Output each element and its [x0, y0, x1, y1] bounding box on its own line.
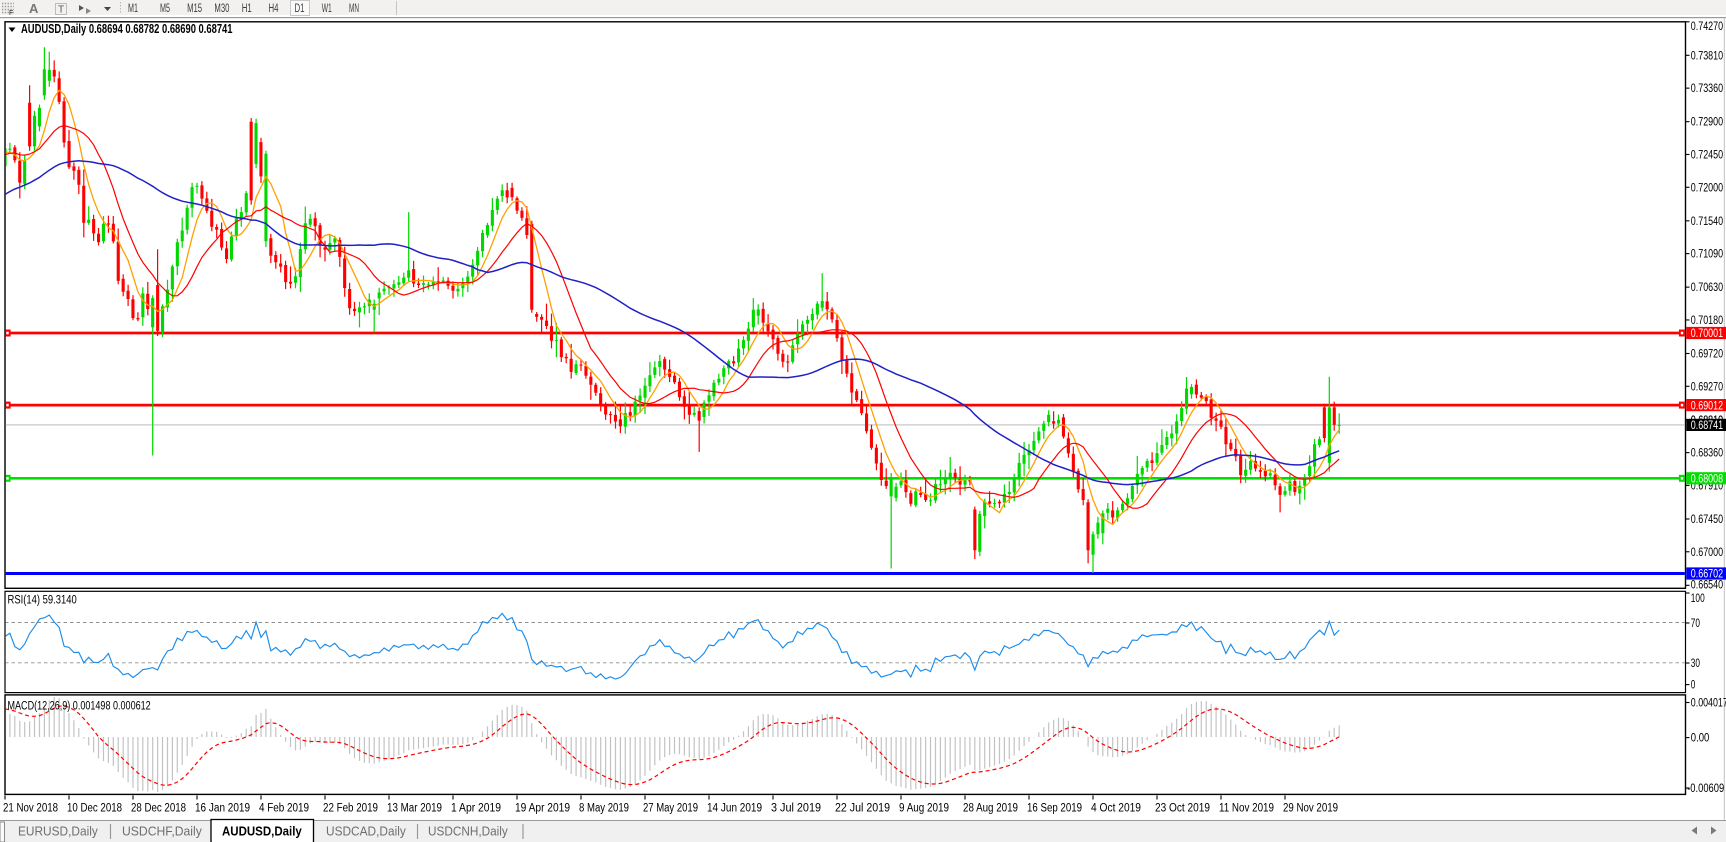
svg-text:T: T [58, 5, 64, 16]
svg-text:0.70001: 0.70001 [1691, 328, 1723, 340]
svg-text:A: A [29, 1, 39, 16]
svg-text:0.00: 0.00 [1691, 733, 1710, 745]
svg-text:28 Aug 2019: 28 Aug 2019 [963, 803, 1018, 815]
svg-text:USDCHF,Daily: USDCHF,Daily [122, 824, 202, 839]
svg-text:10 Dec 2018: 10 Dec 2018 [67, 803, 122, 815]
svg-text:16 Sep 2019: 16 Sep 2019 [1027, 803, 1082, 815]
svg-text:0.67450: 0.67450 [1691, 514, 1723, 526]
svg-text:H4: H4 [269, 3, 279, 15]
svg-text:M1: M1 [128, 3, 138, 15]
svg-text:14 Jun 2019: 14 Jun 2019 [707, 803, 762, 815]
svg-text:M5: M5 [160, 3, 170, 15]
svg-text:100: 100 [1691, 593, 1705, 605]
svg-text:29 Nov 2019: 29 Nov 2019 [1283, 803, 1338, 815]
svg-text:-0.00609: -0.00609 [1687, 783, 1724, 795]
svg-text:4 Oct 2019: 4 Oct 2019 [1091, 803, 1141, 815]
svg-text:0.69270: 0.69270 [1691, 381, 1723, 393]
svg-text:EURUSD,Daily: EURUSD,Daily [18, 824, 98, 839]
svg-text:M15: M15 [187, 3, 202, 15]
svg-text:8 May 2019: 8 May 2019 [579, 803, 629, 815]
svg-text:23 Oct 2019: 23 Oct 2019 [1155, 803, 1210, 815]
svg-text:11 Nov 2019: 11 Nov 2019 [1219, 803, 1274, 815]
svg-text:MN: MN [349, 3, 359, 15]
svg-text:22 Feb 2019: 22 Feb 2019 [323, 803, 378, 815]
svg-text:USDCNH,Daily: USDCNH,Daily [428, 824, 508, 839]
svg-text:0.71090: 0.71090 [1691, 249, 1723, 261]
svg-text:0.73810: 0.73810 [1691, 50, 1723, 62]
svg-text:F: F [9, 10, 13, 17]
svg-text:19 Apr 2019: 19 Apr 2019 [515, 803, 570, 815]
svg-text:28 Dec 2018: 28 Dec 2018 [131, 803, 186, 815]
svg-text:D1: D1 [295, 3, 305, 15]
svg-text:27 May 2019: 27 May 2019 [643, 803, 698, 815]
svg-text:0.68741: 0.68741 [1691, 420, 1723, 432]
svg-text:22 Jul 2019: 22 Jul 2019 [835, 803, 890, 815]
svg-text:0.72450: 0.72450 [1691, 150, 1723, 162]
svg-text:0.70180: 0.70180 [1691, 315, 1723, 327]
svg-text:16 Jan 2019: 16 Jan 2019 [195, 803, 250, 815]
svg-text:0.72000: 0.72000 [1691, 182, 1723, 194]
svg-text:0.73360: 0.73360 [1691, 83, 1723, 95]
svg-text:W1: W1 [322, 3, 332, 15]
svg-text:H1: H1 [242, 3, 252, 15]
svg-text:0.004017: 0.004017 [1691, 698, 1726, 710]
svg-text:0.68360: 0.68360 [1691, 448, 1723, 460]
svg-text:AUDUSD,Daily 0.68694 0.68782: AUDUSD,Daily 0.68694 0.68782 0.68690 0.6… [21, 22, 233, 36]
svg-text:0.66540: 0.66540 [1691, 579, 1723, 591]
svg-text:0.71540: 0.71540 [1691, 216, 1723, 228]
svg-text:1 Apr 2019: 1 Apr 2019 [451, 803, 501, 815]
svg-text:RSI(14) 59.3140: RSI(14) 59.3140 [8, 595, 77, 607]
svg-text:0.70630: 0.70630 [1691, 282, 1723, 294]
svg-text:USDCAD,Daily: USDCAD,Daily [326, 824, 406, 839]
svg-text:0.69720: 0.69720 [1691, 349, 1723, 361]
svg-text:0.67000: 0.67000 [1691, 547, 1723, 559]
svg-text:0.69012: 0.69012 [1691, 400, 1723, 412]
svg-text:13 Mar 2019: 13 Mar 2019 [387, 803, 442, 815]
svg-text:4 Feb 2019: 4 Feb 2019 [259, 803, 309, 815]
svg-text:9 Aug 2019: 9 Aug 2019 [899, 803, 949, 815]
svg-text:AUDUSD,Daily: AUDUSD,Daily [222, 824, 302, 839]
svg-text:21 Nov 2018: 21 Nov 2018 [3, 803, 58, 815]
svg-text:0: 0 [1691, 680, 1696, 692]
svg-text:30: 30 [1691, 658, 1700, 670]
svg-text:0.74270: 0.74270 [1691, 21, 1723, 33]
svg-text:0.66702: 0.66702 [1691, 569, 1723, 581]
svg-text:M30: M30 [214, 3, 229, 15]
svg-text:MACD(12,26,9) 0.001498 0.00061: MACD(12,26,9) 0.001498 0.000612 [8, 701, 151, 713]
svg-text:0.72900: 0.72900 [1691, 117, 1723, 129]
svg-text:3 Jul 2019: 3 Jul 2019 [771, 803, 821, 815]
svg-text:0.68008: 0.68008 [1691, 474, 1723, 486]
svg-text:70: 70 [1691, 618, 1700, 630]
